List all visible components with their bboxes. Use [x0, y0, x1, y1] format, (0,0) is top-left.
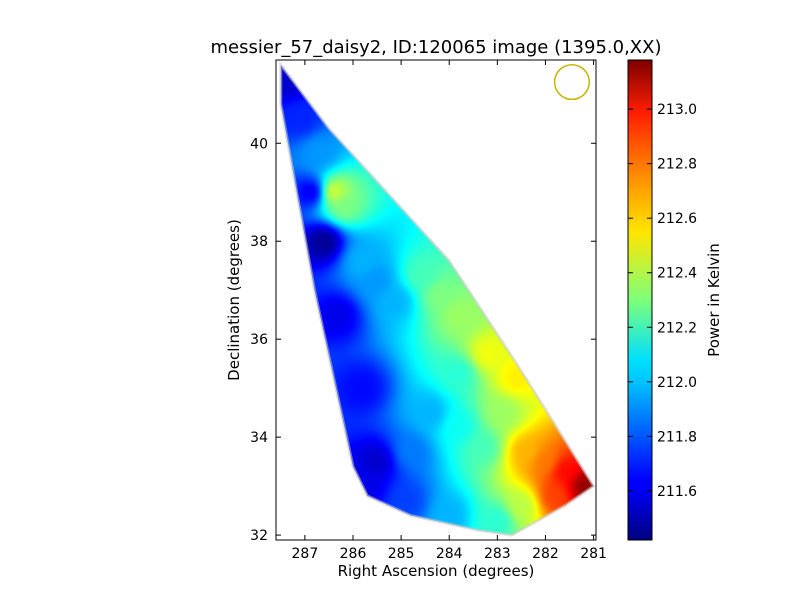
colorbar-tick-label: 211.8: [657, 429, 697, 445]
x-axis-label: Right Ascension (degrees): [338, 562, 535, 580]
y-tick-label: 34: [250, 430, 268, 446]
colorbar-tick-label: 211.6: [657, 484, 697, 500]
colorbar-tick-label: 213.0: [657, 102, 697, 118]
plot-frame: [275, 59, 597, 541]
colorbar-frame: [627, 59, 653, 541]
x-tick-label: 286: [340, 546, 367, 562]
colorbar-gradient: [628, 60, 652, 540]
x-tick-label: 282: [532, 546, 559, 562]
colorbar-label: Power in Kelvin: [705, 243, 723, 357]
y-tick-label: 38: [250, 234, 268, 250]
y-tick-label: 32: [250, 528, 268, 544]
x-tick-label: 287: [292, 546, 319, 562]
colorbar-tick-label: 212.8: [657, 157, 697, 173]
colorbar-tick-label: 212.4: [657, 266, 697, 282]
y-tick-label: 40: [250, 136, 268, 152]
heatmap-image: [280, 64, 594, 536]
colorbar-tick-label: 212.0: [657, 375, 697, 391]
x-tick-label: 285: [388, 546, 415, 562]
colorbar-tick-label: 212.2: [657, 320, 697, 336]
x-tick-label: 283: [484, 546, 511, 562]
coverage-edge: [279, 60, 596, 537]
x-axis-ticks: 287 286 285 284 283 282 281: [292, 60, 607, 562]
plot-area: [279, 60, 596, 537]
colorbar-ticks: 211.6 211.8 212.0 212.2 212.4 212.6 212.8 213.0: [628, 102, 697, 500]
y-axis-label: Declination (degrees): [225, 219, 243, 381]
colorbar-tick-label: 212.6: [657, 211, 697, 227]
x-tick-label: 284: [436, 546, 463, 562]
x-tick-label: 281: [580, 546, 607, 562]
y-tick-label: 36: [250, 332, 268, 348]
chart-title: messier_57_daisy2, ID:120065 image (1395…: [211, 37, 662, 58]
colorbar: 211.6 211.8 212.0 212.2 212.4 212.6 212.8 213.0…: [627, 59, 723, 541]
y-axis-ticks: 32 34 36 38 40: [250, 136, 596, 544]
beam-marker: [553, 63, 591, 101]
